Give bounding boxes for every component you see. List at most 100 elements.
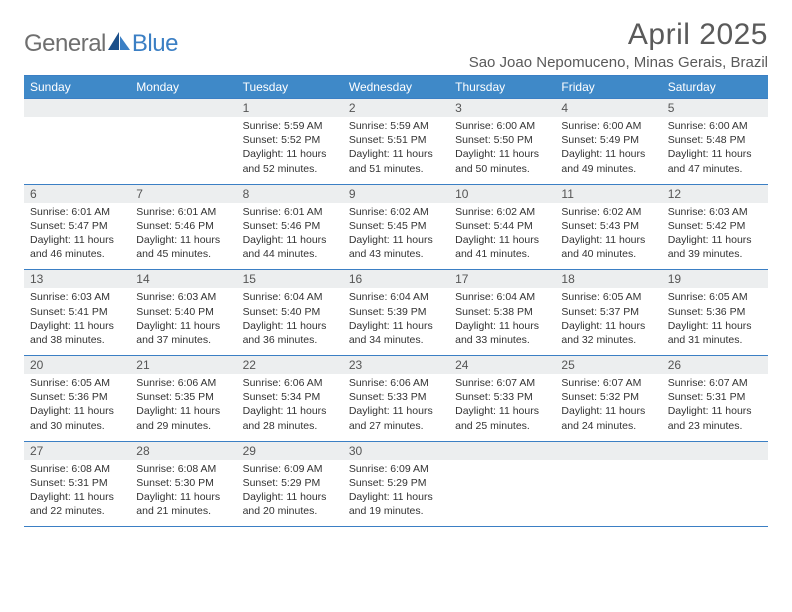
calendar-week: 20Sunrise: 6:05 AMSunset: 5:36 PMDayligh… <box>24 356 768 442</box>
day-body: Sunrise: 6:06 AMSunset: 5:33 PMDaylight:… <box>343 374 449 441</box>
logo-word2: Blue <box>132 30 178 58</box>
day-number: 12 <box>662 185 768 203</box>
daylight-text: Daylight: 11 hours and 29 minutes. <box>136 404 230 432</box>
sunset-text: Sunset: 5:30 PM <box>136 476 230 490</box>
day-body: Sunrise: 6:09 AMSunset: 5:29 PMDaylight:… <box>343 460 449 527</box>
daylight-text: Daylight: 11 hours and 49 minutes. <box>561 147 655 175</box>
sunset-text: Sunset: 5:39 PM <box>349 305 443 319</box>
sunset-text: Sunset: 5:48 PM <box>668 133 762 147</box>
daylight-text: Daylight: 11 hours and 41 minutes. <box>455 233 549 261</box>
sunrise-text: Sunrise: 6:09 AM <box>243 462 337 476</box>
sunrise-text: Sunrise: 6:01 AM <box>136 205 230 219</box>
day-number: 14 <box>130 270 236 288</box>
day-number: 4 <box>555 99 661 117</box>
day-number: 15 <box>237 270 343 288</box>
daylight-text: Daylight: 11 hours and 27 minutes. <box>349 404 443 432</box>
day-body: Sunrise: 6:08 AMSunset: 5:30 PMDaylight:… <box>130 460 236 527</box>
day-number: 5 <box>662 99 768 117</box>
sunset-text: Sunset: 5:33 PM <box>455 390 549 404</box>
day-body: Sunrise: 6:01 AMSunset: 5:46 PMDaylight:… <box>130 203 236 270</box>
day-number: 20 <box>24 356 130 374</box>
sunset-text: Sunset: 5:36 PM <box>668 305 762 319</box>
day-body: Sunrise: 6:05 AMSunset: 5:36 PMDaylight:… <box>662 288 768 355</box>
calendar-cell <box>24 99 130 185</box>
sunset-text: Sunset: 5:41 PM <box>30 305 124 319</box>
day-body: Sunrise: 6:01 AMSunset: 5:47 PMDaylight:… <box>24 203 130 270</box>
day-number: 13 <box>24 270 130 288</box>
sunrise-text: Sunrise: 6:05 AM <box>561 290 655 304</box>
calendar-cell: 24Sunrise: 6:07 AMSunset: 5:33 PMDayligh… <box>449 356 555 442</box>
sunrise-text: Sunrise: 6:04 AM <box>349 290 443 304</box>
daylight-text: Daylight: 11 hours and 51 minutes. <box>349 147 443 175</box>
day-number: 21 <box>130 356 236 374</box>
sunrise-text: Sunrise: 5:59 AM <box>349 119 443 133</box>
day-body-empty <box>24 117 130 175</box>
sunset-text: Sunset: 5:40 PM <box>243 305 337 319</box>
day-body-empty <box>449 460 555 518</box>
calendar-cell: 30Sunrise: 6:09 AMSunset: 5:29 PMDayligh… <box>343 441 449 527</box>
day-number: 24 <box>449 356 555 374</box>
sunset-text: Sunset: 5:34 PM <box>243 390 337 404</box>
day-number: 22 <box>237 356 343 374</box>
sunset-text: Sunset: 5:46 PM <box>243 219 337 233</box>
day-body: Sunrise: 6:06 AMSunset: 5:34 PMDaylight:… <box>237 374 343 441</box>
day-number: 8 <box>237 185 343 203</box>
day-body: Sunrise: 6:04 AMSunset: 5:40 PMDaylight:… <box>237 288 343 355</box>
day-number: 17 <box>449 270 555 288</box>
sunrise-text: Sunrise: 6:02 AM <box>561 205 655 219</box>
calendar-week: 13Sunrise: 6:03 AMSunset: 5:41 PMDayligh… <box>24 270 768 356</box>
day-header: Saturday <box>662 76 768 99</box>
calendar-cell: 28Sunrise: 6:08 AMSunset: 5:30 PMDayligh… <box>130 441 236 527</box>
daylight-text: Daylight: 11 hours and 38 minutes. <box>30 319 124 347</box>
day-number: 11 <box>555 185 661 203</box>
day-number: 30 <box>343 442 449 460</box>
sunrise-text: Sunrise: 6:03 AM <box>136 290 230 304</box>
day-header: Wednesday <box>343 76 449 99</box>
day-number: 23 <box>343 356 449 374</box>
day-body: Sunrise: 6:07 AMSunset: 5:33 PMDaylight:… <box>449 374 555 441</box>
day-body: Sunrise: 6:07 AMSunset: 5:32 PMDaylight:… <box>555 374 661 441</box>
sunrise-text: Sunrise: 6:00 AM <box>668 119 762 133</box>
sunset-text: Sunset: 5:40 PM <box>136 305 230 319</box>
sunset-text: Sunset: 5:29 PM <box>349 476 443 490</box>
daylight-text: Daylight: 11 hours and 50 minutes. <box>455 147 549 175</box>
sunrise-text: Sunrise: 6:04 AM <box>455 290 549 304</box>
day-number: 6 <box>24 185 130 203</box>
sunset-text: Sunset: 5:29 PM <box>243 476 337 490</box>
daylight-text: Daylight: 11 hours and 47 minutes. <box>668 147 762 175</box>
sunset-text: Sunset: 5:37 PM <box>561 305 655 319</box>
sunrise-text: Sunrise: 6:07 AM <box>561 376 655 390</box>
sunset-text: Sunset: 5:49 PM <box>561 133 655 147</box>
sunset-text: Sunset: 5:38 PM <box>455 305 549 319</box>
day-body: Sunrise: 6:00 AMSunset: 5:48 PMDaylight:… <box>662 117 768 184</box>
calendar-cell: 5Sunrise: 6:00 AMSunset: 5:48 PMDaylight… <box>662 99 768 185</box>
calendar-cell <box>662 441 768 527</box>
sunrise-text: Sunrise: 6:00 AM <box>455 119 549 133</box>
day-body: Sunrise: 6:04 AMSunset: 5:38 PMDaylight:… <box>449 288 555 355</box>
day-number: 1 <box>237 99 343 117</box>
day-number: 16 <box>343 270 449 288</box>
day-body: Sunrise: 6:05 AMSunset: 5:37 PMDaylight:… <box>555 288 661 355</box>
day-header: Friday <box>555 76 661 99</box>
calendar-cell <box>555 441 661 527</box>
sunrise-text: Sunrise: 6:05 AM <box>30 376 124 390</box>
daylight-text: Daylight: 11 hours and 36 minutes. <box>243 319 337 347</box>
daylight-text: Daylight: 11 hours and 22 minutes. <box>30 490 124 518</box>
day-body: Sunrise: 6:05 AMSunset: 5:36 PMDaylight:… <box>24 374 130 441</box>
day-body: Sunrise: 6:03 AMSunset: 5:41 PMDaylight:… <box>24 288 130 355</box>
day-number: 18 <box>555 270 661 288</box>
sunrise-text: Sunrise: 6:01 AM <box>30 205 124 219</box>
day-body: Sunrise: 6:02 AMSunset: 5:45 PMDaylight:… <box>343 203 449 270</box>
daylight-text: Daylight: 11 hours and 43 minutes. <box>349 233 443 261</box>
page-title: April 2025 <box>469 18 768 52</box>
day-number: 10 <box>449 185 555 203</box>
sunset-text: Sunset: 5:45 PM <box>349 219 443 233</box>
sunset-text: Sunset: 5:36 PM <box>30 390 124 404</box>
calendar-cell: 16Sunrise: 6:04 AMSunset: 5:39 PMDayligh… <box>343 270 449 356</box>
day-number: 19 <box>662 270 768 288</box>
calendar-cell: 2Sunrise: 5:59 AMSunset: 5:51 PMDaylight… <box>343 99 449 185</box>
daylight-text: Daylight: 11 hours and 40 minutes. <box>561 233 655 261</box>
daylight-text: Daylight: 11 hours and 24 minutes. <box>561 404 655 432</box>
day-header: Sunday <box>24 76 130 99</box>
sunset-text: Sunset: 5:46 PM <box>136 219 230 233</box>
